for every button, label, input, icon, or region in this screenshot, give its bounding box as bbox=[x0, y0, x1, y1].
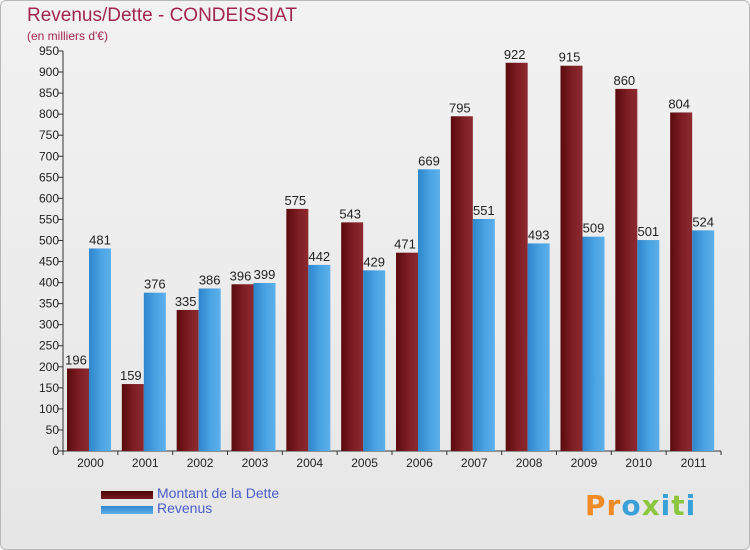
x-tick-label: 2008 bbox=[516, 456, 543, 470]
data-label: 481 bbox=[89, 232, 111, 247]
data-label: 442 bbox=[308, 249, 330, 264]
y-tick-label: 850 bbox=[39, 86, 59, 100]
y-tick-label: 450 bbox=[39, 255, 59, 269]
bars bbox=[67, 62, 715, 452]
chart-subtitle: (en milliers d'€) bbox=[27, 29, 108, 43]
y-tick-label: 650 bbox=[39, 170, 59, 184]
bar-revenus bbox=[198, 288, 221, 451]
x-tick-label: 2007 bbox=[461, 456, 488, 470]
data-label: 915 bbox=[559, 50, 581, 65]
data-label: 399 bbox=[254, 267, 276, 282]
bar-dette bbox=[121, 384, 144, 451]
legend-label-dette: Montant de la Dette bbox=[157, 485, 280, 501]
y-tick-label: 550 bbox=[39, 212, 59, 226]
bar-dette bbox=[615, 88, 638, 451]
x-tick-label: 2006 bbox=[406, 456, 433, 470]
x-tick-label: 2005 bbox=[351, 456, 378, 470]
data-label: 509 bbox=[583, 221, 605, 236]
data-label: 669 bbox=[418, 153, 440, 168]
y-tick-label: 150 bbox=[39, 381, 59, 395]
x-tick-label: 2003 bbox=[242, 456, 269, 470]
bar-revenus bbox=[637, 240, 660, 451]
bar-dette bbox=[670, 112, 693, 451]
bar-dette bbox=[450, 116, 473, 452]
bar-revenus bbox=[89, 248, 111, 451]
x-tick-label: 2009 bbox=[571, 456, 598, 470]
bar-dette bbox=[505, 62, 528, 451]
logo-letter: o bbox=[621, 489, 642, 522]
data-labels: 196 159 335 396 575 543 471 795 922 915 860 804 481 3… bbox=[65, 47, 714, 383]
x-tick-label: 2010 bbox=[625, 456, 652, 470]
data-label: 471 bbox=[394, 237, 416, 252]
data-label: 196 bbox=[65, 352, 87, 367]
y-tick-label: 50 bbox=[46, 423, 60, 437]
bar-dette bbox=[67, 368, 89, 451]
y-tick-label: 0 bbox=[52, 444, 59, 458]
bar-revenus bbox=[692, 230, 715, 451]
y-tick-label: 250 bbox=[39, 339, 59, 353]
bar-dette bbox=[560, 65, 583, 451]
legend-swatch-dette bbox=[101, 491, 153, 499]
data-label: 804 bbox=[668, 96, 690, 111]
logo-letter: P bbox=[585, 489, 607, 522]
bar-dette bbox=[341, 222, 364, 451]
data-label: 396 bbox=[230, 268, 252, 283]
data-label: 501 bbox=[637, 224, 659, 239]
y-tick-label: 750 bbox=[39, 128, 59, 142]
bar-revenus bbox=[363, 270, 386, 451]
y-tick-label: 700 bbox=[39, 149, 59, 163]
data-label: 335 bbox=[175, 294, 197, 309]
bar-dette bbox=[396, 252, 418, 451]
data-label: 159 bbox=[120, 368, 142, 383]
y-tick-label: 100 bbox=[39, 402, 59, 416]
y-tick-label: 900 bbox=[39, 65, 59, 79]
y-tick-label: 950 bbox=[39, 44, 59, 58]
y-tick-label: 300 bbox=[39, 318, 59, 332]
y-tick-label: 800 bbox=[39, 107, 59, 121]
x-tick-label: 2002 bbox=[187, 456, 214, 470]
y-tick-label: 350 bbox=[39, 297, 59, 311]
legend-label-revenus: Revenus bbox=[157, 500, 213, 516]
data-label: 429 bbox=[363, 254, 385, 269]
bar-revenus bbox=[418, 169, 440, 451]
bar-revenus bbox=[527, 243, 550, 451]
bar-revenus bbox=[308, 264, 331, 451]
y-tick-label: 600 bbox=[39, 191, 59, 205]
legend-swatch-revenus bbox=[101, 506, 153, 514]
data-label: 551 bbox=[473, 203, 495, 218]
proxiti-logo: Proxiti bbox=[585, 489, 696, 522]
x-tick-label: 2001 bbox=[132, 456, 159, 470]
logo-letter: i bbox=[660, 489, 672, 522]
x-tick-label: 2004 bbox=[296, 456, 323, 470]
bar-dette bbox=[176, 309, 199, 451]
bar-revenus bbox=[472, 219, 495, 451]
x-tick-label: 2000 bbox=[77, 456, 104, 470]
data-label: 922 bbox=[504, 47, 526, 62]
data-label: 376 bbox=[144, 277, 166, 292]
bar-dette bbox=[286, 208, 309, 451]
x-tick-label: 2011 bbox=[681, 456, 707, 470]
data-label: 575 bbox=[284, 193, 306, 208]
data-label: 386 bbox=[199, 272, 221, 287]
bar-revenus bbox=[253, 283, 276, 451]
data-label: 543 bbox=[339, 206, 361, 221]
logo-letter: x bbox=[641, 489, 661, 522]
y-tick-label: 500 bbox=[39, 233, 59, 247]
bar-dette bbox=[231, 284, 254, 451]
logo-letter: r bbox=[606, 489, 622, 522]
y-tick-label: 200 bbox=[39, 360, 59, 374]
logo-letter: i bbox=[685, 489, 697, 522]
bar-revenus bbox=[143, 292, 166, 451]
chart-title: Revenus/Dette - CONDEISSIAT bbox=[27, 5, 297, 26]
y-tick-label: 400 bbox=[39, 276, 59, 290]
axes: 0 50 100 150 200 250 300 350 400 450 500 550 600 650 7… bbox=[39, 44, 722, 470]
logo-letter: t bbox=[671, 489, 686, 522]
data-label: 860 bbox=[613, 73, 635, 88]
data-label: 524 bbox=[692, 214, 714, 229]
bar-revenus bbox=[582, 236, 605, 451]
data-label: 795 bbox=[449, 100, 471, 115]
data-label: 493 bbox=[528, 227, 550, 242]
